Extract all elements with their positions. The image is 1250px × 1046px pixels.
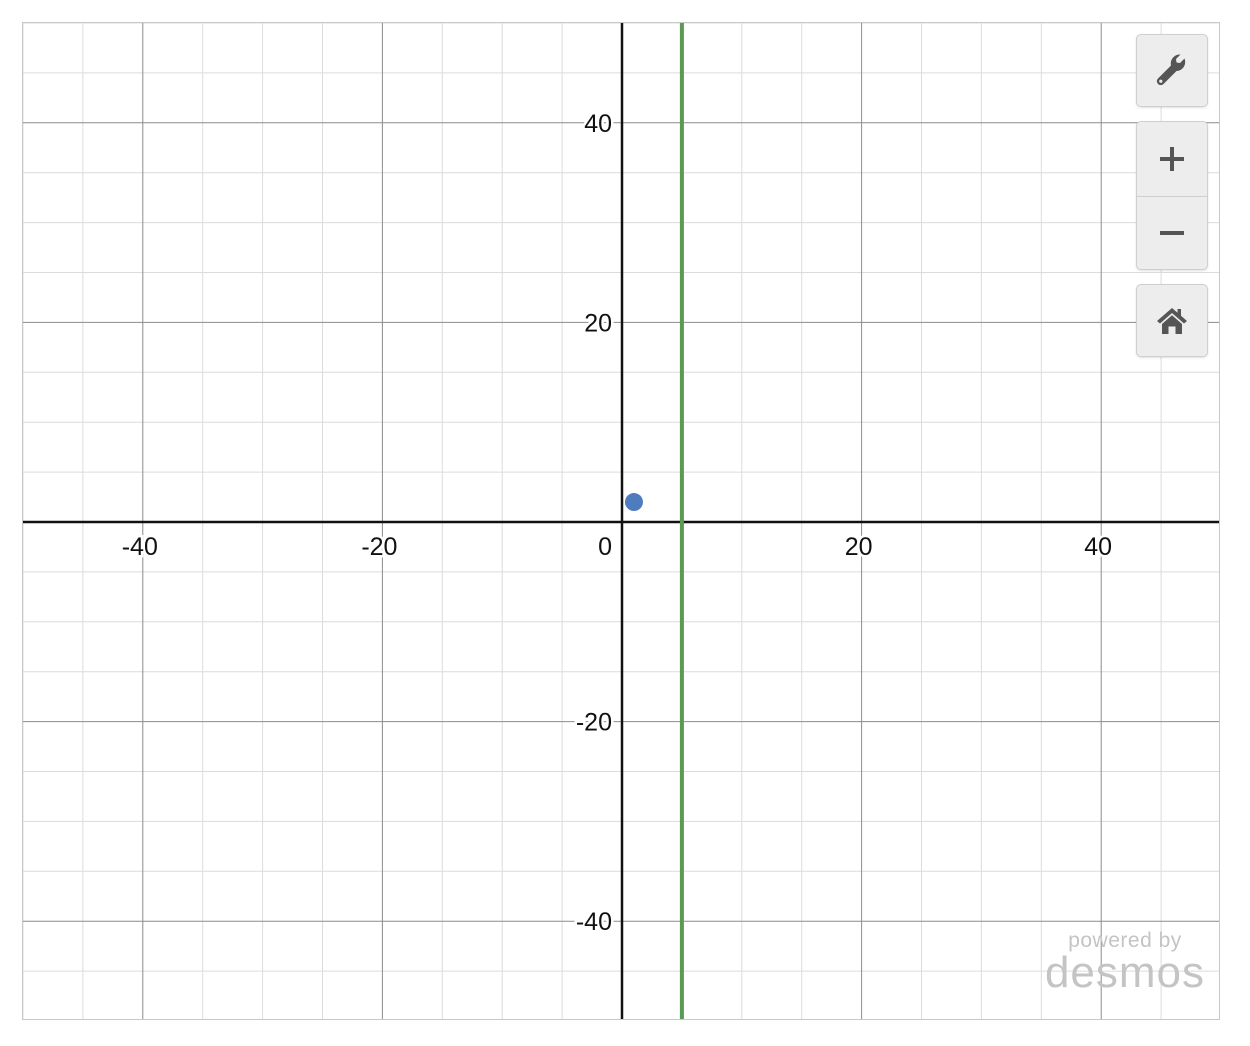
desmos-watermark: powered by desmos <box>1040 930 1210 995</box>
data-point-0 <box>624 493 643 512</box>
y-tick-label: 20 <box>584 309 612 337</box>
watermark-powered-by: powered by <box>1068 929 1182 952</box>
x-tick-label: 40 <box>1084 533 1112 561</box>
graph-plot[interactable]: -40 -20 20 40 40 20 -20 -40 0 <box>23 23 1220 1020</box>
minus-icon <box>1160 231 1184 235</box>
x-tick-label: -20 <box>361 533 397 561</box>
x-tick-label: 20 <box>845 533 873 561</box>
home-icon <box>1157 307 1187 334</box>
x-tick-label: -40 <box>122 533 158 561</box>
zoom-in-button[interactable] <box>1137 122 1207 197</box>
default-viewport-button[interactable] <box>1136 284 1208 357</box>
watermark-desmos: desmos <box>1044 948 1206 997</box>
y-tick-label: -20 <box>576 709 612 737</box>
wrench-icon <box>1156 53 1186 85</box>
plus-icon <box>1160 147 1184 171</box>
y-tick-label: -40 <box>576 908 612 936</box>
graph-canvas[interactable]: -40 -20 20 40 40 20 -20 -40 0 <box>22 22 1220 1020</box>
zoom-out-button[interactable] <box>1137 196 1207 269</box>
zoom-controls <box>1136 121 1208 270</box>
graph-settings-button[interactable] <box>1136 34 1208 107</box>
origin-label: 0 <box>598 533 612 561</box>
y-tick-label: 40 <box>584 110 612 138</box>
